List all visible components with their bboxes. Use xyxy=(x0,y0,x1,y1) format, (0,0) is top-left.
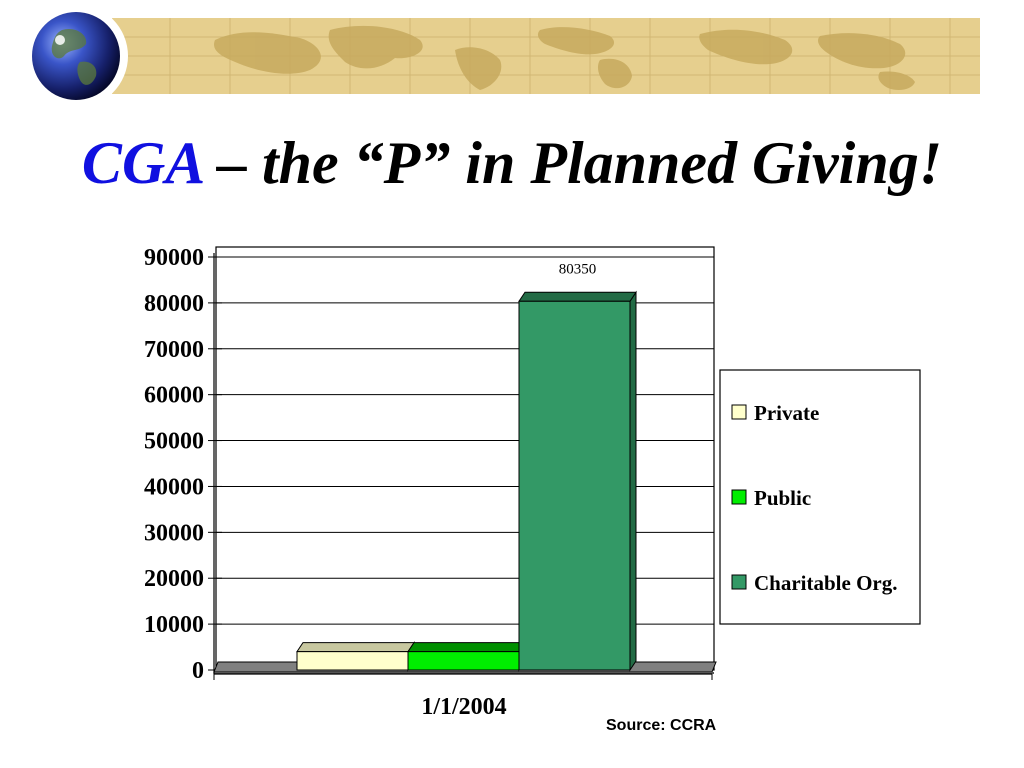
bar-charitable-org xyxy=(518,290,637,672)
legend-label: Charitable Org. xyxy=(754,571,897,595)
x-tick-label: 1/1/2004 xyxy=(421,694,506,720)
chart-grid xyxy=(214,246,715,671)
legend-swatch xyxy=(731,404,747,420)
y-tick-label: 80000 xyxy=(144,291,204,317)
bar-front xyxy=(296,651,409,671)
y-tick-label: 40000 xyxy=(144,474,204,500)
y-tick-label: 50000 xyxy=(144,429,204,455)
bar-top xyxy=(518,291,637,302)
legend-box xyxy=(719,369,921,625)
header-banner xyxy=(24,4,980,108)
globe-highlight xyxy=(55,35,65,45)
y-tick-label: 60000 xyxy=(144,383,204,409)
bar-top xyxy=(296,642,415,653)
y-tick-label: 30000 xyxy=(144,520,204,546)
y-tick-label: 10000 xyxy=(144,612,204,638)
bar-front xyxy=(407,651,520,671)
legend-label: Public xyxy=(754,486,811,510)
bar-side xyxy=(629,290,637,672)
bar-front xyxy=(518,300,631,671)
map-continents xyxy=(214,25,915,90)
data-label: 80350 xyxy=(559,261,597,277)
chart-legend: Private Public Charitable Org. xyxy=(719,369,921,625)
plot-area xyxy=(215,246,715,671)
y-tick-label: 90000 xyxy=(144,245,204,271)
legend-swatch xyxy=(731,489,747,505)
globe-icon xyxy=(32,12,120,100)
legend-label: Private xyxy=(754,401,819,425)
bar-private xyxy=(296,640,415,672)
bar-public xyxy=(407,640,526,672)
legend-swatch xyxy=(731,574,747,590)
y-tick-label: 0 xyxy=(192,658,204,684)
slide-title: CGA – the “P” in Planned Giving! xyxy=(0,133,1024,193)
title-rest: – the “P” in Planned Giving! xyxy=(201,130,943,196)
floor-edge xyxy=(214,672,714,674)
chart-axes xyxy=(208,253,713,680)
source-note: Source: CCRA xyxy=(606,717,717,734)
y-tick-label: 20000 xyxy=(144,566,204,592)
y-tick-label: 70000 xyxy=(144,337,204,363)
chart-bars xyxy=(296,290,637,672)
bar-top xyxy=(407,642,526,653)
title-acronym: CGA xyxy=(81,130,202,196)
chart-labels: 0 10000 20000 30000 40000 50000 60000 70000 8000… xyxy=(144,245,596,720)
